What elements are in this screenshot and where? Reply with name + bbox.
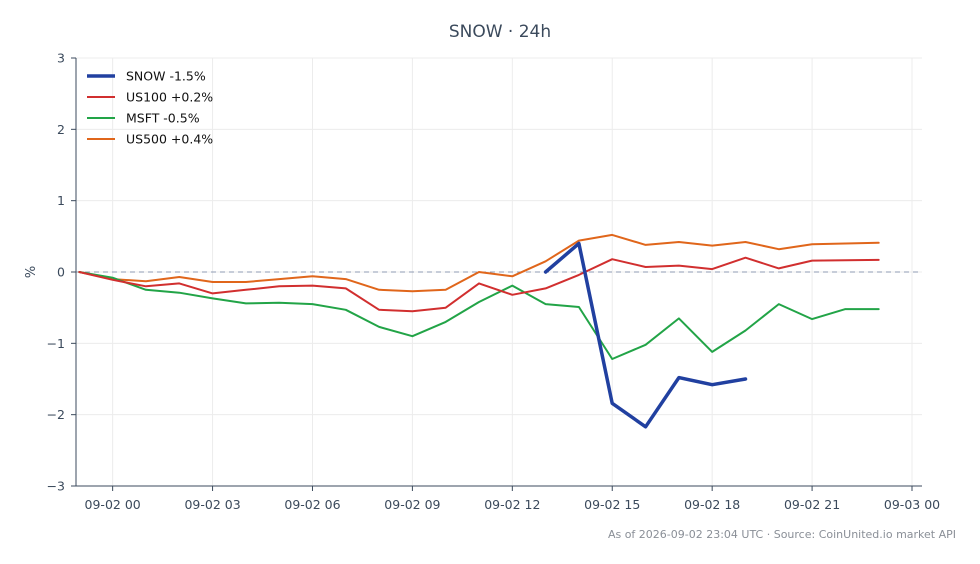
y-tick-label: 1 (57, 193, 65, 208)
legend-label-msft: MSFT -0.5% (126, 111, 200, 126)
footer-source-text: As of 2026-09-02 23:04 UTC · Source: Coi… (608, 528, 956, 541)
x-tick-label: 09-02 12 (484, 497, 540, 512)
series-line-us500 (78, 233, 880, 293)
legend: SNOW -1.5% US100 +0.2% MSFT -0.5% US500 +0.… (87, 69, 213, 147)
series-line-msft (78, 271, 880, 360)
legend-label-us500: US500 +0.4% (126, 132, 213, 147)
y-tick-label: −3 (47, 479, 65, 494)
series-layer (78, 233, 880, 429)
series-line-us100 (78, 256, 880, 313)
grid (76, 57, 922, 487)
legend-label-snow: SNOW -1.5% (126, 69, 206, 84)
x-tick-label: 09-02 03 (184, 497, 240, 512)
x-tick-label: 09-02 15 (584, 497, 640, 512)
y-tick-label: 2 (57, 122, 65, 137)
x-tick-label: 09-02 21 (784, 497, 840, 512)
series-line-snow (543, 241, 748, 429)
x-tick-label: 09-02 00 (85, 497, 141, 512)
chart-title: SNOW · 24h (449, 22, 551, 42)
axes: −3 −2 −1 0 1 2 3 09-02 00 09-02 03 09-02 06 09-02 … (47, 51, 941, 513)
y-axis-label: % (24, 266, 39, 278)
x-tick-label: 09-03 00 (884, 497, 940, 512)
y-tick-label: 3 (57, 51, 65, 66)
legend-label-us100: US100 +0.2% (126, 90, 213, 105)
x-tick-label: 09-02 06 (284, 497, 340, 512)
y-tick-label: 0 (57, 265, 65, 280)
y-tick-label: −1 (47, 336, 65, 351)
y-tick-label: −2 (47, 407, 65, 422)
x-tick-label: 09-02 09 (384, 497, 440, 512)
x-tick-label: 09-02 18 (684, 497, 740, 512)
